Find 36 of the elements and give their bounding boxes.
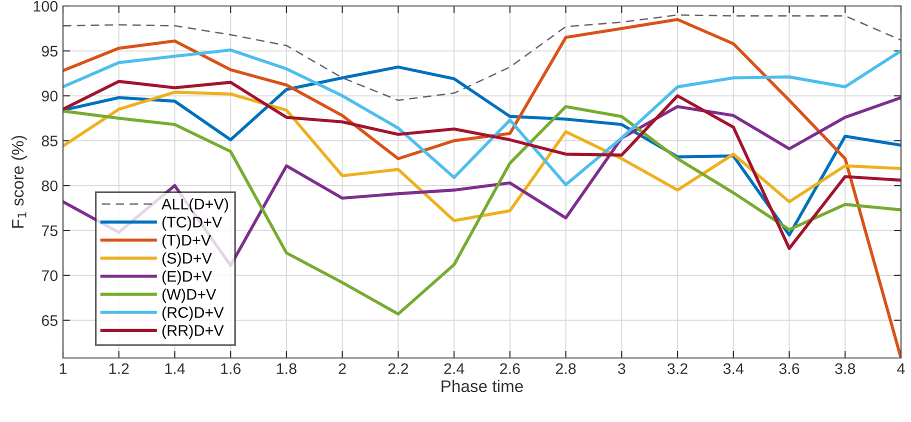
y-tick-label: 70 bbox=[42, 270, 58, 282]
legend-label: (RC)D+V bbox=[162, 306, 224, 321]
x-tick-label: 3 bbox=[618, 363, 626, 374]
x-tick-label: 2.2 bbox=[388, 363, 408, 374]
legend-label: (TC)D+V bbox=[162, 216, 222, 231]
legend-label: (T)D+V bbox=[162, 234, 212, 249]
y-tick-label: 75 bbox=[42, 226, 58, 236]
legend-label: (RR)D+V bbox=[162, 324, 224, 339]
legend-label: (W)D+V bbox=[162, 288, 216, 303]
x-tick-label: 1 bbox=[60, 363, 67, 374]
x-tick-label: 3.8 bbox=[835, 363, 856, 374]
x-tick-label: 1.2 bbox=[109, 363, 129, 374]
line-series bbox=[63, 48, 901, 186]
x-tick-label: 1.6 bbox=[221, 363, 241, 374]
x-tick-label: 3.6 bbox=[779, 363, 800, 374]
x-tick-label: 2 bbox=[338, 363, 346, 374]
y-tick-label: 80 bbox=[42, 180, 58, 192]
legend-label: (E)D+V bbox=[162, 270, 212, 285]
line-series bbox=[63, 14, 901, 101]
x-tick-label: 2.8 bbox=[556, 363, 576, 374]
y-tick-label: 100 bbox=[34, 0, 58, 12]
x-tick-label: 3.2 bbox=[668, 363, 688, 374]
x-tick-label: 2.6 bbox=[500, 363, 520, 374]
y-tick-label: 95 bbox=[42, 46, 58, 57]
legend-label: ALL(D+V) bbox=[162, 198, 228, 213]
x-axis-title: Phase time bbox=[442, 380, 523, 392]
x-tick-label: 4 bbox=[897, 363, 905, 374]
x-tick-label: 2.4 bbox=[444, 363, 464, 374]
legend-label: (S)D+V bbox=[162, 252, 212, 267]
y-tick-label: 90 bbox=[42, 90, 58, 102]
x-tick-label: 3.4 bbox=[723, 363, 744, 374]
y-tick-label: 85 bbox=[42, 136, 58, 146]
y-axis-title: F$_{1}$ score (%) bbox=[11, 136, 27, 228]
y-tick-label: 65 bbox=[42, 315, 58, 326]
x-tick-label: 1.8 bbox=[277, 363, 296, 374]
x-tick-label: 1.4 bbox=[165, 363, 185, 374]
